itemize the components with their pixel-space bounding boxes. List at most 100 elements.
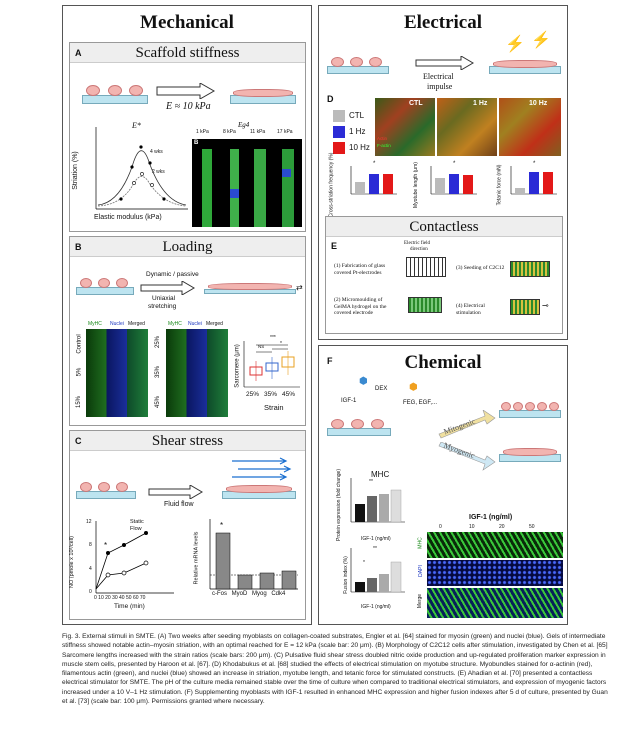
loading-letter: B bbox=[75, 242, 82, 252]
contactless-title: Contactless bbox=[326, 217, 562, 237]
cell bbox=[116, 482, 128, 492]
loading-micrographs-right bbox=[166, 329, 228, 417]
no-ytick-8: 8 bbox=[89, 542, 92, 548]
panel-a-title: Scaffold stiffness bbox=[70, 43, 305, 63]
chemical-title: Chemical bbox=[404, 352, 482, 373]
length-ylabel: Myotube length (μm) bbox=[412, 162, 419, 208]
no-ylabel: NO (pmole x 10³/cell) bbox=[68, 536, 75, 588]
channel-nuclei-l: Nuclei bbox=[110, 321, 124, 327]
panel-loading: Loading B Dynamic / passive Uniaxial str… bbox=[69, 236, 306, 426]
mhc-row bbox=[427, 532, 563, 558]
dex-label: DEX bbox=[375, 386, 388, 392]
cell bbox=[331, 57, 344, 67]
substrate bbox=[82, 95, 148, 104]
fusion-xlabel: IGF-1 (ng/ml) bbox=[361, 604, 391, 610]
mrna-ylabel: Relative mRNA levels bbox=[193, 531, 200, 585]
no-xtick: 0 bbox=[94, 595, 97, 601]
shear-sig: * bbox=[104, 541, 108, 550]
channel-merged-r: Merged bbox=[206, 321, 223, 327]
flow-arrows-icon bbox=[232, 457, 292, 481]
stretch-type: Uniaxial bbox=[152, 295, 176, 302]
strain-cat-45: 45% bbox=[282, 391, 296, 398]
wks2-label: 2 wks bbox=[152, 169, 165, 175]
impulse-label-2: impulse bbox=[427, 82, 453, 91]
loading-title: Loading bbox=[70, 237, 305, 257]
molecule-icon: ⬢ bbox=[409, 382, 418, 393]
img-label-1hz: 1 Hz bbox=[473, 100, 488, 107]
merge-row bbox=[427, 588, 563, 618]
elongated-cell bbox=[226, 485, 292, 493]
cell bbox=[331, 419, 344, 429]
legend-static: Static bbox=[130, 519, 144, 525]
cell bbox=[537, 402, 547, 411]
cell bbox=[369, 57, 382, 67]
electrical-title: Electrical bbox=[403, 12, 483, 33]
no-line-chart bbox=[95, 521, 174, 594]
hydrogel-diagram bbox=[408, 297, 442, 313]
length-sig: * bbox=[453, 161, 456, 167]
row-45: 45% bbox=[155, 395, 162, 409]
stiffness-micrographs: B bbox=[192, 139, 302, 227]
shear-letter: C bbox=[75, 436, 82, 446]
stain-label: F-actin bbox=[377, 143, 391, 148]
length-bars bbox=[430, 166, 477, 195]
cell bbox=[108, 85, 122, 96]
striation-x-label: Elastic modulus (kPa) bbox=[94, 214, 162, 221]
striation-chart bbox=[95, 127, 188, 210]
fusion-sig-1: ** bbox=[373, 546, 377, 552]
elongated-cell bbox=[208, 283, 292, 290]
row-5: 5% bbox=[76, 367, 83, 377]
row-15: 15% bbox=[76, 395, 83, 409]
sig-triple: *** bbox=[270, 335, 276, 341]
legend-flow: Flow bbox=[130, 526, 142, 532]
no-xtick: 10 bbox=[98, 595, 104, 601]
sarcomere-ylabel: Sarcomere (μm) bbox=[234, 344, 241, 388]
mrna-sig: * bbox=[220, 521, 224, 530]
cell bbox=[351, 419, 364, 429]
grid-col-10: 10 bbox=[469, 524, 475, 530]
cell bbox=[371, 419, 384, 429]
cell bbox=[129, 85, 143, 96]
mechanical-title: Mechanical bbox=[140, 12, 234, 33]
fusion-ylabel: Fusion index (%) bbox=[342, 556, 349, 594]
mrna-xlabels: c-Fos MyoD Myog Cdk4 bbox=[212, 591, 286, 597]
legend-10hz: 10 Hz bbox=[349, 143, 370, 152]
stiffness-col-4: 17 kPa bbox=[277, 129, 293, 135]
panel-d-letter: D bbox=[327, 94, 334, 104]
right-arrow-icon bbox=[156, 83, 216, 99]
sig-ns: NS bbox=[258, 344, 265, 349]
cell bbox=[549, 402, 559, 411]
cell bbox=[525, 402, 535, 411]
strain-cat-25: 25% bbox=[246, 391, 260, 398]
sarcomere-boxplot bbox=[243, 341, 300, 388]
fusion-bar-chart bbox=[350, 548, 405, 593]
grid-header: IGF-1 (ng/ml) bbox=[469, 514, 513, 521]
mhc-title: MHC bbox=[371, 470, 390, 479]
stiffness-value: E ≈ 10 kPa bbox=[166, 101, 211, 112]
substrate bbox=[327, 66, 389, 74]
elongated-cell bbox=[503, 448, 557, 456]
panel-contactless: Contactless E Electric field direction (… bbox=[325, 216, 563, 334]
channel-nuclei-r: Nuclei bbox=[188, 321, 202, 327]
legend-1hz-swatch bbox=[333, 126, 345, 138]
no-xtick: 60 bbox=[132, 595, 139, 601]
mechanical-column: Mechanical Scaffold stiffness A E ≈ 10 k… bbox=[62, 5, 312, 625]
panel-f-letter: F bbox=[327, 356, 333, 366]
mitogenic-arrow-icon bbox=[438, 410, 496, 439]
mhc-ylabel: Protein expression (fold change) bbox=[336, 469, 342, 541]
flow-label: Fluid flow bbox=[164, 501, 194, 508]
stiffness-col-2: 8 kPa bbox=[223, 129, 236, 135]
electrode-clip-icon: ⊸ bbox=[542, 301, 549, 310]
stiffness-col-3: 11 kPa bbox=[250, 129, 266, 135]
cell bbox=[513, 402, 523, 411]
row-mhc: MHC bbox=[417, 537, 424, 549]
fusion-sig-2: * bbox=[363, 560, 365, 566]
mhc-bar-chart bbox=[350, 478, 405, 523]
channel-myhc-r: MyHC bbox=[168, 321, 182, 327]
step-1: (1) Fabrication of glass covered Pt-elec… bbox=[334, 263, 386, 276]
chemical-column: Chemical F IGF-1 DEX FEG, EGF,... ⬢ ⬢ Mi… bbox=[318, 345, 568, 625]
shear-title: Shear stress bbox=[70, 431, 305, 451]
no-xtick: 40 bbox=[119, 595, 125, 601]
striation-ylabel: Cross-striation frequency (%) bbox=[328, 152, 335, 218]
grid-col-50: 50 bbox=[529, 524, 535, 530]
